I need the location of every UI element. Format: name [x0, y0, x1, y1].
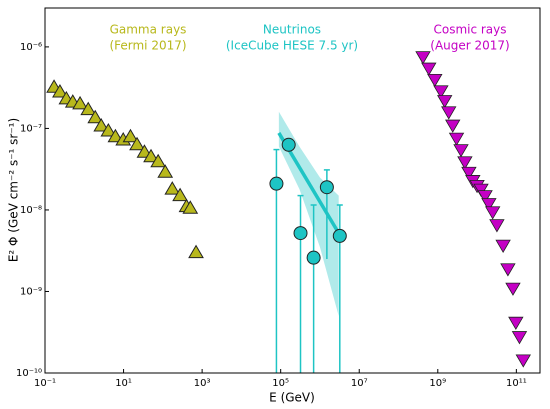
data-point [122, 128, 139, 143]
data-point [421, 62, 437, 76]
data-point [269, 176, 284, 191]
data-point [281, 137, 296, 152]
y-tick-label: 10⁻⁸ [20, 205, 42, 216]
annotation: (IceCube HESE 7.5 yr) [226, 39, 358, 53]
data-point [505, 282, 521, 296]
data-point [495, 239, 511, 253]
data-point [500, 263, 516, 277]
annotation: (Auger 2017) [430, 39, 509, 53]
data-point [477, 190, 493, 204]
data-point [481, 198, 497, 212]
annotation: (Fermi 2017) [109, 39, 186, 53]
data-point [489, 219, 505, 233]
data-point [457, 156, 473, 170]
annotation: Cosmic rays [433, 23, 506, 37]
data-point [143, 148, 159, 163]
annotation: Neutrinos [263, 23, 321, 37]
data-point [515, 354, 531, 368]
data-point [485, 206, 501, 220]
data-point [473, 183, 489, 197]
data-point [80, 101, 97, 116]
data-point [188, 244, 204, 259]
x-tick-label: 10⁹ [429, 378, 446, 389]
data-point [427, 73, 443, 88]
data-point [87, 109, 104, 124]
data-point [100, 123, 117, 137]
x-tick-label: 10¹ [115, 378, 132, 389]
data-point [72, 95, 88, 110]
data-point [157, 164, 174, 178]
y-tick-label: 10⁻¹⁰ [16, 368, 42, 379]
y-axis-label: E² Φ (GeV cm⁻² s⁻¹ sr⁻¹) [7, 118, 21, 262]
data-point [508, 316, 524, 330]
x-tick-label: 10⁻¹ [34, 378, 56, 389]
data-point [93, 118, 110, 132]
data-point [52, 83, 68, 98]
y-tick-label: 10⁻⁷ [20, 123, 42, 134]
data-point [172, 187, 188, 202]
data-point [511, 331, 528, 345]
data-point [441, 106, 457, 120]
x-tick-label: 10¹¹ [506, 378, 527, 389]
x-tick-label: 10⁷ [351, 378, 368, 389]
uncertainty-band [278, 111, 339, 317]
y-tick-label: 10⁻⁹ [20, 286, 42, 297]
data-point [448, 132, 465, 146]
x-tick-label: 10³ [194, 378, 211, 389]
data-point [293, 226, 308, 241]
data-point [107, 128, 124, 143]
data-point [415, 51, 431, 65]
data-point [164, 181, 181, 195]
data-point [182, 200, 199, 214]
data-point [445, 119, 461, 133]
x-tick-label: 10⁵ [272, 378, 289, 389]
data-point [129, 136, 145, 151]
x-axis-label: E (GeV) [269, 391, 315, 405]
data-point [332, 228, 347, 243]
data-point [319, 180, 334, 195]
data-point [306, 250, 321, 265]
data-point [437, 95, 453, 109]
data-point [433, 85, 449, 99]
data-point [150, 153, 167, 168]
plot-frame [44, 7, 541, 374]
data-point [453, 144, 469, 158]
data-point [461, 166, 477, 181]
y-tick-label: 10⁻⁶ [20, 42, 42, 53]
annotation: Gamma rays [110, 23, 187, 37]
